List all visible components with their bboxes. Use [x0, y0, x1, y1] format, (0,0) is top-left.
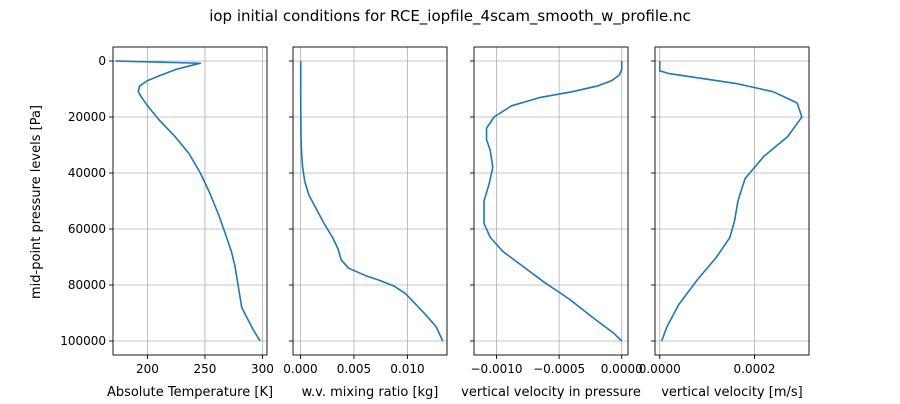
x-tick-label: 300 [251, 362, 274, 376]
subplot-grid: 200 250 300 0 20000 40000 60000 80000 100000 Abso… [60, 46, 810, 400]
y-tick-label: 60000 [68, 222, 106, 236]
subplot-3: −0.0010 −0.0005 0.0000 vertical velocity in… [461, 46, 643, 400]
subplot-1: 200 250 300 0 20000 40000 60000 80000 100000 Abso… [60, 46, 274, 400]
x-axis-label: vertical velocity in pressure [461, 385, 641, 400]
x-tick-label: 0.0002 [734, 362, 776, 376]
x-axis-label: Absolute Temperature [K] [107, 385, 273, 400]
series-line [299, 61, 444, 342]
subplot-4: 0.0000 0.0002 vertical velocity [m/s] [639, 46, 810, 400]
x-tick-label: 0.0000 [639, 362, 681, 376]
series-line [483, 61, 623, 342]
x-tick-label: 0.000 [283, 362, 317, 376]
x-tick-label: 0.005 [337, 362, 371, 376]
axes-frame [292, 46, 448, 356]
y-tick-label: 80000 [68, 278, 106, 292]
figure-title: iop initial conditions for RCE_iopfile_4… [209, 7, 691, 26]
x-axis-label: w.v. mixing ratio [kg] [302, 385, 439, 400]
axes-frame [473, 46, 629, 356]
x-tick-label: 250 [193, 362, 216, 376]
axes-frame [112, 46, 268, 356]
y-tick-label: 0 [98, 54, 106, 68]
subplot-2: 0.000 0.005 0.010 w.v. mixing ratio [kg] [283, 46, 448, 400]
x-tick-label: −0.0010 [471, 362, 523, 376]
series-line [658, 61, 803, 342]
x-tick-label: 0.0000 [601, 362, 643, 376]
y-axis-label: mid-point pressure levels [Pa] [29, 105, 44, 299]
series-line [115, 60, 261, 342]
y-tick-label: 100000 [60, 334, 106, 348]
x-tick-label: −0.0005 [533, 362, 585, 376]
axes-frame [654, 46, 810, 356]
x-tick-label: 200 [136, 362, 159, 376]
x-tick-label: 0.010 [390, 362, 424, 376]
x-axis-label: vertical velocity [m/s] [661, 385, 803, 400]
y-tick-label: 40000 [68, 166, 106, 180]
y-tick-label: 20000 [68, 110, 106, 124]
